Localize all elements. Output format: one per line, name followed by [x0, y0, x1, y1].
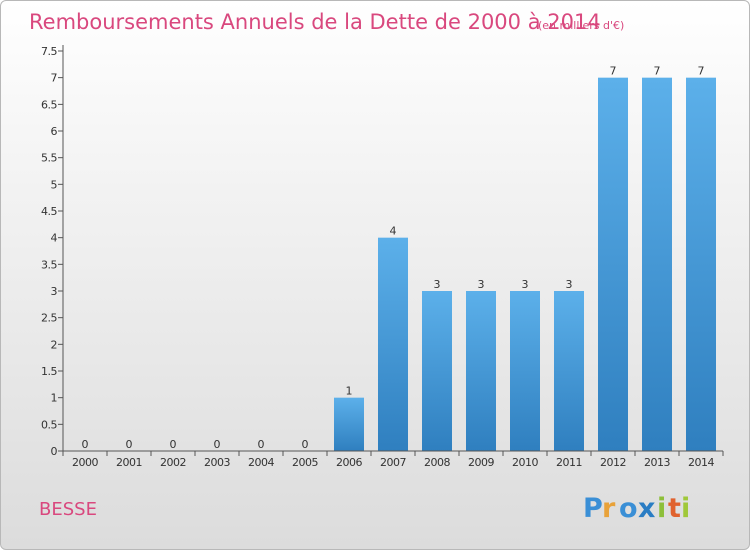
- x-axis: 2000 2001 2002 2003 2004 2005 2006 2007 2008 2009…: [62, 450, 724, 469]
- y-tick-label: 1: [51, 392, 58, 405]
- bar-2013: [642, 77, 672, 452]
- bar-2009: [466, 291, 496, 451]
- y-tick-label: 2.5: [41, 312, 57, 325]
- y-tick-label: 4.5: [41, 205, 57, 218]
- brand-letter: i: [681, 493, 690, 524]
- brand-letter: r: [602, 493, 616, 524]
- value-label-2014: 7: [698, 65, 705, 78]
- y-tick-label: 2: [51, 338, 58, 351]
- x-tick-label: 2014: [688, 456, 714, 469]
- y-tick-label: 0.5: [41, 418, 57, 431]
- chart-title: Remboursements Annuels de la Dette de 20…: [29, 10, 601, 34]
- y-tick-label: 7: [51, 72, 58, 85]
- x-tick-label: 2011: [556, 456, 582, 469]
- value-label-2004: 0: [258, 438, 265, 451]
- value-label-2011: 3: [566, 278, 573, 291]
- y-tick-label: 5: [51, 178, 58, 191]
- place-name: BESSE: [39, 499, 97, 520]
- value-label-2006: 1: [346, 385, 353, 398]
- value-label-2000: 0: [82, 438, 89, 451]
- y-tick-label: 3: [51, 285, 58, 298]
- y-tick-label: 5.5: [41, 152, 57, 165]
- brand-letter: x: [638, 493, 655, 524]
- bar-2008: [422, 291, 452, 451]
- x-tick-label: 2012: [600, 456, 626, 469]
- x-tick-label: 2001: [116, 456, 142, 469]
- brand-letter: P: [583, 493, 603, 524]
- brand-letter: i: [657, 493, 666, 524]
- y-tick-label: 3.5: [41, 258, 57, 271]
- y-tick-label: 1.5: [41, 365, 57, 378]
- value-label-2005: 0: [302, 438, 309, 451]
- y-axis: 0 0.5 1 1.5 2 2.5 3 3.5 4 4.5 5 5.5 6 6.5 7 7.5: [41, 45, 64, 458]
- x-tick-label: 2010: [512, 456, 538, 469]
- x-tick-label: 2009: [468, 456, 494, 469]
- y-tick-label: 6: [51, 125, 58, 138]
- x-tick-label: 2004: [248, 456, 274, 469]
- value-label-2009: 3: [478, 278, 485, 291]
- bars: 0 0 0 0 0 0 1 4 3 3 3 3 7 7 7: [82, 65, 716, 452]
- x-tick-label: 2003: [204, 456, 230, 469]
- x-tick-label: 2002: [160, 456, 186, 469]
- bar-2014: [686, 77, 716, 452]
- value-label-2002: 0: [170, 438, 177, 451]
- y-tick-label: 7.5: [41, 45, 57, 58]
- value-label-2013: 7: [654, 65, 661, 78]
- brand-letter: t: [668, 493, 681, 524]
- bar-2006: [334, 397, 364, 451]
- brand-letter: o: [619, 493, 638, 524]
- bar-2007: [378, 237, 408, 451]
- x-tick-label: 2007: [380, 456, 406, 469]
- x-tick-label: 2008: [424, 456, 450, 469]
- value-label-2008: 3: [434, 278, 441, 291]
- x-tick-label: 2013: [644, 456, 670, 469]
- x-tick-label: 2000: [72, 456, 98, 469]
- bar-2010: [510, 291, 540, 451]
- x-tick-label: 2005: [292, 456, 318, 469]
- value-label-2010: 3: [522, 278, 529, 291]
- chart-subtitle: (en milliers d'€): [538, 19, 624, 32]
- value-label-2007: 4: [390, 225, 397, 238]
- value-label-2012: 7: [610, 65, 617, 78]
- x-tick-label: 2006: [336, 456, 362, 469]
- y-tick-label: 0: [51, 445, 58, 458]
- bar-2012: [598, 77, 628, 452]
- y-tick-label: 4: [51, 232, 58, 245]
- y-tick-label: 6.5: [41, 98, 57, 111]
- value-label-2001: 0: [126, 438, 133, 451]
- bar-2011: [554, 291, 584, 451]
- value-label-2003: 0: [214, 438, 221, 451]
